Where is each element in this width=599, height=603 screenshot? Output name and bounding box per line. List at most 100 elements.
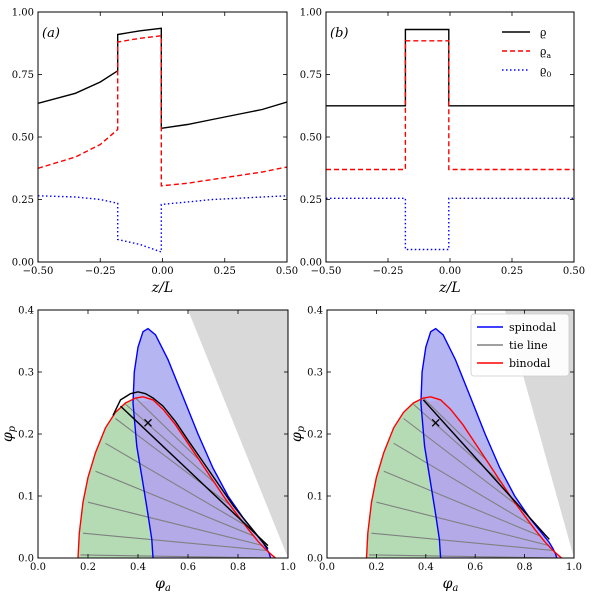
tie-line xyxy=(383,470,540,537)
tie-line xyxy=(105,442,244,525)
y-tick-label: 0.3 xyxy=(307,368,323,379)
forbidden-region xyxy=(188,310,288,558)
panel-d: 0.0 0.2 0.4 0.6 0.8 1.0 0.0 0.1 0.2 0.3 0.4 φa φp spi… xyxy=(289,306,582,595)
x-tick-label: −0.25 xyxy=(85,266,116,277)
axes-frame xyxy=(325,11,575,263)
y-tick-label: 0.4 xyxy=(18,306,34,317)
legend-label-rho_a: ϱa xyxy=(540,45,551,60)
black-tie-line xyxy=(422,399,550,540)
series-line-rho_0 xyxy=(326,197,574,251)
y-tick-label: 1.00 xyxy=(12,8,34,19)
tie-line xyxy=(393,442,530,525)
x-tick-label: 1.0 xyxy=(566,562,582,573)
x-axis-label: φa xyxy=(155,576,171,594)
y-tick-label: 0.4 xyxy=(307,306,323,317)
x-tick-label: 0.00 xyxy=(151,266,173,277)
x-tick-label: −0.25 xyxy=(373,266,404,277)
tie-line xyxy=(80,554,274,558)
panel-b: −0.50 −0.25 0.00 0.25 0.50 0.00 0.25 0.50 0.75 1.… xyxy=(300,8,585,297)
legend-label-rho: ϱ xyxy=(540,26,546,39)
state-point-marker xyxy=(431,418,440,427)
y-tick-label: 0.2 xyxy=(307,430,323,441)
x-tick-label: 0.50 xyxy=(276,266,298,277)
x-tick-label: 0.6 xyxy=(467,562,483,573)
x-tick-label: 0.2 xyxy=(80,562,96,573)
x-tick-label: −0.50 xyxy=(311,266,342,277)
x-tick-label: 0.4 xyxy=(418,562,434,573)
legend-label-tie_line: tie line xyxy=(509,339,548,352)
tie-line xyxy=(125,403,216,485)
panel-c: 0.0 0.2 0.4 0.6 0.8 1.0 0.0 0.1 0.2 0.3 0.4 φa φp xyxy=(0,306,296,595)
axes-frame xyxy=(37,11,288,263)
tie-line xyxy=(82,532,269,552)
panel-label: (a) xyxy=(42,26,60,41)
panel-label: (b) xyxy=(330,26,348,41)
series-line-rho_a xyxy=(326,40,574,171)
tie-line xyxy=(422,397,486,460)
y-tick-label: 0.50 xyxy=(300,133,322,144)
tie-line xyxy=(376,501,550,547)
black-tie-line xyxy=(120,405,269,547)
y-tick-label: 0.50 xyxy=(12,133,34,144)
series-line-rho_0 xyxy=(38,195,287,253)
x-axis-label: φa xyxy=(443,576,459,594)
legend-label-spinodal: spinodal xyxy=(509,321,557,334)
y-tick-label: 0.75 xyxy=(300,70,322,81)
legend: spinodal tie line binodal xyxy=(470,313,570,377)
x-tick-label: 0.6 xyxy=(180,562,196,573)
x-tick-label: 0.8 xyxy=(517,562,533,573)
plot-area xyxy=(326,28,574,251)
y-tick-label: 0.00 xyxy=(300,258,322,269)
state-point-marker xyxy=(144,418,152,427)
tie-line xyxy=(87,501,264,547)
y-tick-label: 0.25 xyxy=(300,195,322,206)
x-axis-label: z/L xyxy=(438,280,460,296)
y-tick-label: 1.00 xyxy=(300,8,322,19)
x-tick-label: 0.2 xyxy=(368,562,384,573)
y-tick-label: 0.00 xyxy=(12,258,34,269)
y-axis-label: φp xyxy=(289,425,307,442)
series-line-rho_a xyxy=(38,35,287,187)
series-line-rho xyxy=(326,28,574,107)
x-tick-label: 0.25 xyxy=(214,266,236,277)
tie-line xyxy=(403,418,518,506)
plot-area xyxy=(38,27,287,253)
panel-a: −0.50 −0.25 0.00 0.25 0.50 0.00 0.25 0.50 0.75 1.… xyxy=(12,8,298,297)
y-tick-label: 0.1 xyxy=(18,492,34,503)
binodal-curve xyxy=(77,396,276,558)
plot-area xyxy=(77,310,288,558)
x-tick-label: 0.8 xyxy=(230,562,246,573)
y-tick-label: 0.75 xyxy=(12,70,34,81)
tie-line xyxy=(95,470,254,537)
green-region xyxy=(366,396,441,558)
tie-line xyxy=(371,532,555,552)
x-tick-label: 0.0 xyxy=(319,562,335,573)
x-tick-label: 0.25 xyxy=(501,266,523,277)
y-tick-label: 0.1 xyxy=(307,492,323,503)
y-tick-label: 0.3 xyxy=(18,368,34,379)
green-region xyxy=(78,396,153,558)
y-tick-label: 0.25 xyxy=(12,195,34,206)
legend-box xyxy=(470,313,570,377)
tie-line xyxy=(115,418,231,506)
x-tick-label: 1.0 xyxy=(280,562,296,573)
x-tick-label: 0.0 xyxy=(30,562,46,573)
tie-line xyxy=(368,554,560,558)
black-curve xyxy=(112,391,269,550)
x-tick-label: 0.4 xyxy=(130,562,146,573)
x-axis-label: z/L xyxy=(151,280,173,296)
x-tick-label: 0.50 xyxy=(563,266,585,277)
series-line-rho xyxy=(38,27,287,130)
tie-line xyxy=(135,397,199,460)
spinodal-curve xyxy=(420,327,558,558)
binodal-curve xyxy=(365,396,563,558)
legend: ϱ ϱa ϱ0 xyxy=(502,26,551,79)
y-tick-label: 0.0 xyxy=(18,554,34,565)
y-axis-label: φp xyxy=(0,425,18,442)
x-tick-label: −0.50 xyxy=(23,266,54,277)
y-tick-label: 0.0 xyxy=(307,554,323,565)
legend-label-rho_0: ϱ0 xyxy=(540,64,551,79)
x-tick-label: 0.00 xyxy=(439,266,461,277)
legend-label-binodal: binodal xyxy=(509,357,551,370)
